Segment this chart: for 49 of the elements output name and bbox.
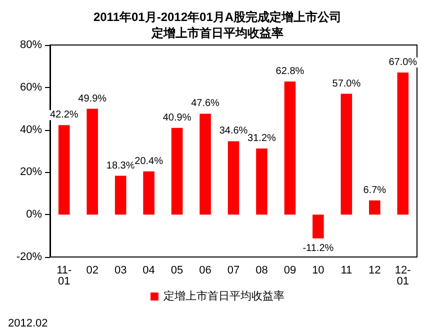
data-label: 49.9% xyxy=(78,93,107,104)
x-tick-label: 07 xyxy=(227,264,240,276)
y-tick-label: 40% xyxy=(20,124,42,136)
x-tick-label: 11-01 xyxy=(56,264,72,288)
bar xyxy=(58,125,70,215)
data-label: 31.2% xyxy=(248,132,276,144)
data-label: 20.4% xyxy=(134,156,164,167)
x-tick-label: 02 xyxy=(86,264,98,276)
data-label: 6.7% xyxy=(363,184,386,196)
y-tick-label: -20% xyxy=(16,251,42,263)
data-label: -11.2% xyxy=(302,242,334,254)
bar xyxy=(171,128,183,215)
data-label: 18.3% xyxy=(106,160,135,172)
data-label: 34.6% xyxy=(219,126,248,137)
x-tick-label: 08 xyxy=(256,264,268,276)
chart-subtitle: 定增上市首日平均收益率 xyxy=(150,26,284,40)
bar xyxy=(284,81,296,215)
y-tick-label: 60% xyxy=(20,81,42,94)
legend-label: 定增上市首日平均收益率 xyxy=(164,290,284,302)
bar xyxy=(369,200,380,215)
chart-title: 2011年01月-2012年01月A股完成定增上市公司 xyxy=(93,10,342,24)
text: 2012.02 xyxy=(8,318,48,330)
data-label: 42.2% xyxy=(50,110,78,121)
data-label: 40.9% xyxy=(162,112,192,124)
x-tick-label: 12-01 xyxy=(394,264,412,288)
bar xyxy=(86,108,98,215)
data-label: 62.8% xyxy=(276,66,304,77)
bar xyxy=(114,176,126,215)
x-tick-label: 04 xyxy=(142,264,155,276)
bar xyxy=(200,114,211,215)
x-tick-label: 10 xyxy=(312,264,324,276)
data-label: 47.6% xyxy=(191,98,220,110)
x-tick-label: 11 xyxy=(340,264,352,276)
bar xyxy=(312,214,324,238)
y-tick-label: 80% xyxy=(20,39,42,51)
bar xyxy=(256,148,268,215)
bar xyxy=(340,94,352,215)
x-tick-label: 06 xyxy=(199,264,212,276)
x-tick-label: 05 xyxy=(170,264,184,276)
y-tick-label: 0% xyxy=(26,208,42,221)
bar xyxy=(397,72,409,215)
bar xyxy=(143,171,154,215)
x-tick-label: 12 xyxy=(368,264,381,276)
bar xyxy=(228,141,240,215)
data-label: 57.0% xyxy=(332,78,361,90)
x-tick-label: 03 xyxy=(114,264,127,276)
x-tick-label: 09 xyxy=(284,264,296,276)
data-label: 67.0% xyxy=(388,57,418,68)
y-tick-label: 20% xyxy=(20,166,42,178)
